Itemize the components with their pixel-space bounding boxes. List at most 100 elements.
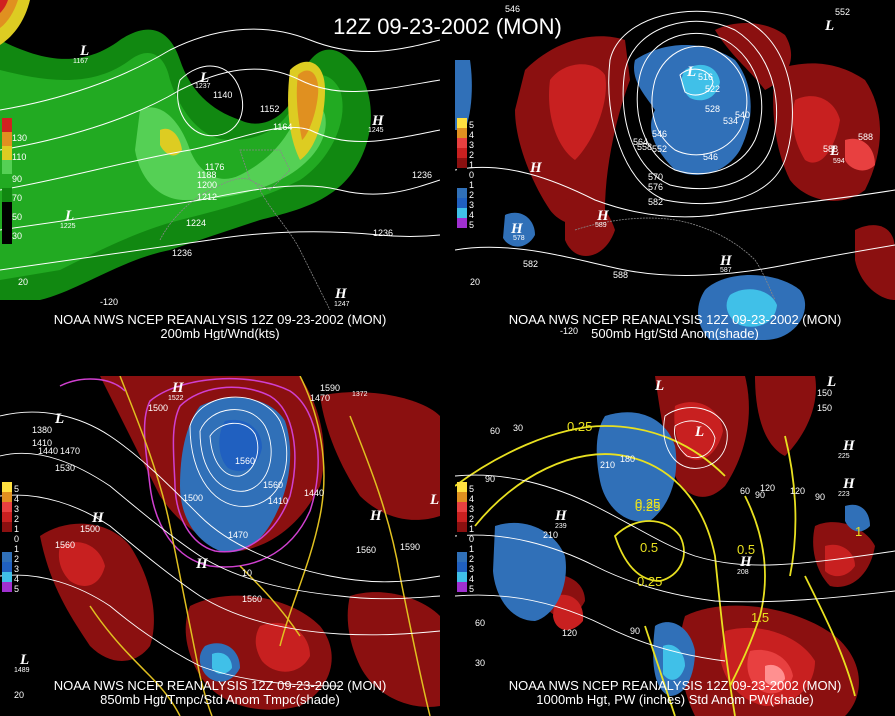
- pressure-letter: H: [334, 286, 348, 302]
- panel-1000mb: 60 90 120 150 180 210 30 60 90 120 150 0…: [455, 376, 895, 716]
- legend-label: 30: [12, 231, 23, 241]
- pressure-letter: H: [842, 476, 856, 492]
- contour-label: -120: [560, 326, 578, 336]
- legend-label: 2: [469, 514, 475, 524]
- contour-label: 0.25: [637, 574, 662, 589]
- contour-label: 546: [703, 152, 718, 162]
- legend-label: 5: [14, 484, 20, 494]
- contour-label: 589: [595, 222, 607, 229]
- contour-label: 1: [855, 524, 862, 539]
- pressure-letter: L: [686, 64, 696, 80]
- contour-label: 150: [817, 388, 832, 398]
- contour-label: 60: [475, 618, 485, 628]
- contour-label: 576: [648, 182, 663, 192]
- legend-label: 70: [12, 193, 23, 203]
- legend-label: 4: [469, 130, 475, 140]
- contour-label: 1489: [14, 667, 30, 674]
- pressure-letter: H: [171, 380, 185, 396]
- contour-label: 1500: [80, 524, 100, 534]
- contour-label: 223: [838, 491, 850, 498]
- legend-label: 1: [14, 524, 20, 534]
- legend-label: 2: [469, 554, 475, 564]
- panel-caption: NOAA NWS NCEP REANALYSIS 12Z 09-23-2002 …: [0, 679, 440, 707]
- contour-label: 30: [513, 423, 523, 433]
- contour-label: 1176: [205, 162, 224, 172]
- contour-label: 1470: [228, 530, 248, 540]
- contour-label: 1167: [73, 58, 88, 65]
- panel-caption: NOAA NWS NCEP REANALYSIS 12Z 09-23-2002 …: [455, 312, 895, 341]
- contour-label: 60: [740, 486, 750, 496]
- contour-label: 588: [823, 144, 838, 154]
- legend-label: 3: [469, 200, 475, 210]
- legend-label: 5: [469, 120, 475, 130]
- contour-label: 90: [815, 492, 825, 502]
- contour-label: 1140: [213, 90, 232, 100]
- contour-label: 1380: [32, 425, 52, 435]
- contour-label: 1.5: [751, 610, 769, 625]
- contour-label: 0.25: [567, 419, 592, 434]
- contour-label: 180: [620, 454, 635, 464]
- contour-label: 1410: [32, 438, 52, 448]
- legend-label: 3: [469, 140, 475, 150]
- contour-label: 1590: [320, 383, 340, 393]
- caption-source: NOAA NWS NCEP REANALYSIS 12Z 09-23-2002 …: [508, 678, 842, 693]
- color-legend: [2, 118, 16, 244]
- contour-label: 1530: [55, 463, 75, 473]
- color-legend: [457, 482, 471, 592]
- legend-label: 3: [469, 504, 475, 514]
- pressure-letter: L: [826, 376, 836, 390]
- contour-label: 225: [838, 453, 850, 460]
- caption-field: 200mb Hgt/Wnd(kts): [160, 326, 280, 341]
- contour-label: 1188: [197, 170, 216, 180]
- legend-label: 3: [14, 504, 20, 514]
- pressure-letter: L: [829, 143, 839, 159]
- legend-label: 5: [14, 584, 20, 594]
- contour-label: 60: [490, 426, 500, 436]
- legend-label: 2: [14, 514, 20, 524]
- contour-label: 588: [613, 270, 628, 280]
- panel-200mb: 1140 1152 1164 1176 1188 1200 1212 1224 …: [0, 0, 440, 340]
- map-500mb: 546 552 558 564 570 576 582 588 516 522 …: [455, 0, 895, 340]
- pressure-letter: H: [842, 438, 856, 454]
- contour-label: 20: [470, 277, 480, 287]
- contour-label: 90: [630, 626, 640, 636]
- contour-label: 570: [648, 172, 663, 182]
- legend-label: 0: [14, 534, 20, 544]
- pressure-letter: L: [54, 411, 64, 427]
- contour-label: 1560: [55, 540, 75, 550]
- pressure-letter: L: [19, 652, 29, 668]
- pressure-letter: H: [195, 556, 209, 572]
- contour-label: 20: [18, 277, 28, 287]
- contour-label: 1236: [172, 248, 192, 258]
- contour-label: 522: [705, 84, 720, 94]
- contour-label: 1247: [334, 301, 350, 308]
- legend-label: 4: [469, 574, 475, 584]
- map-200mb: 1140 1152 1164 1176 1188 1200 1212 1224 …: [0, 0, 440, 340]
- caption-source: NOAA NWS NCEP REANALYSIS 12Z 09-23-2002 …: [508, 312, 842, 327]
- pressure-letter: H: [91, 510, 105, 526]
- contour-label: 1225: [60, 223, 76, 230]
- legend-label: 0: [469, 170, 475, 180]
- pressure-letter: H: [529, 160, 543, 176]
- contour-label: 0.25: [635, 496, 660, 511]
- map-850mb: 1380 1410 1440 1470 1500 1530 1560 1590 …: [0, 376, 440, 716]
- pressure-letter: H: [371, 113, 385, 129]
- contour-label: 1500: [148, 403, 168, 413]
- contour-label: 239: [555, 523, 567, 530]
- legend-label: 1: [14, 544, 20, 554]
- legend-label: 110: [12, 152, 27, 162]
- caption-source: NOAA NWS NCEP REANALYSIS 12Z 09-23-2002 …: [53, 312, 387, 327]
- contour-label: 1372: [352, 391, 368, 398]
- contour-label: 1560: [235, 456, 255, 466]
- page-title: 12Z 09-23-2002 (MON): [333, 14, 562, 39]
- legend-label: 5: [469, 220, 475, 230]
- panel-850mb: 1380 1410 1440 1470 1500 1530 1560 1590 …: [0, 376, 440, 716]
- contour-label: 1470: [60, 446, 80, 456]
- contour-label: 1440: [38, 446, 58, 456]
- contour-label: 1224: [186, 218, 206, 228]
- contour-label: 516: [698, 72, 713, 82]
- pressure-letter: H: [739, 554, 753, 570]
- legend-label: 2: [14, 554, 20, 564]
- pressure-letter: H: [596, 208, 610, 224]
- contour-label: 582: [523, 259, 538, 269]
